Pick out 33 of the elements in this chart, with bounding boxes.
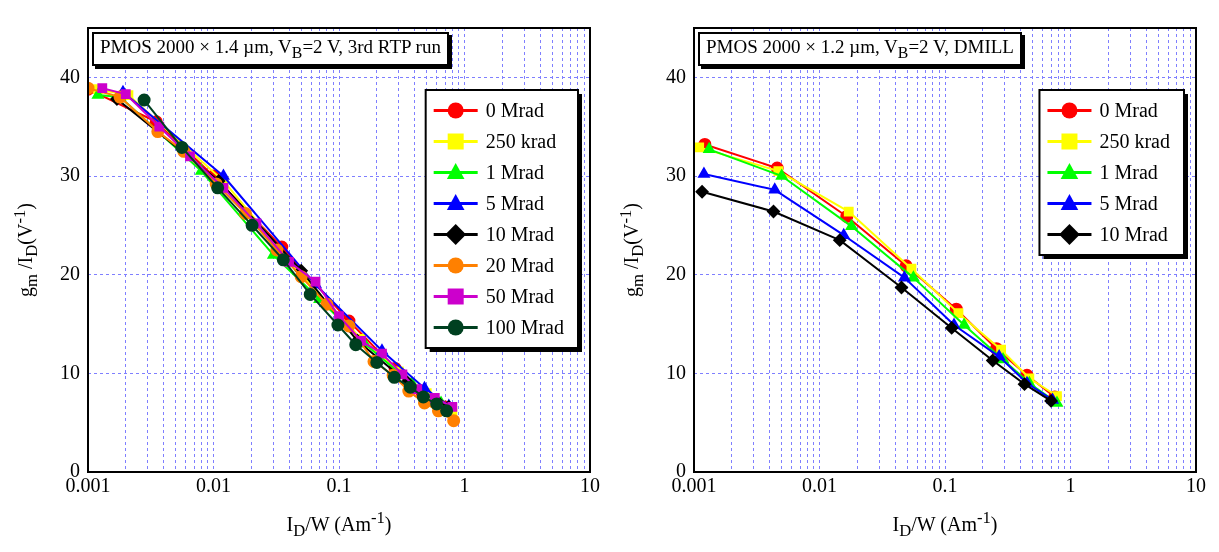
legend-label: 1 Mrad [485,160,545,183]
x-tick-label: 0.01 [196,474,231,497]
text: PMOS 2000 × 1.4 µm, V$_{B}$=2 V, 3rd RTP run [92,32,449,66]
x-tick-label: 0.1 [326,474,352,497]
legend-label: 0 Mrad [485,98,545,121]
legend-label: 20 Mrad [485,253,555,276]
x-tick-label: 0.1 [932,474,958,497]
x-axis-title: I$_{D}$/W (Am$^{-1}$) [285,508,393,541]
y-tick-label: 40 [666,64,686,87]
y-tick-label: 20 [666,261,686,284]
x-tick-label: 1 [1065,474,1076,497]
legend-label: 0 Mrad [1099,98,1158,121]
legend-label: 100 Mrad [485,315,565,338]
legend-label: 10 Mrad [485,222,555,245]
x-tick-label: 0.01 [802,474,837,497]
x-axis-title: I$_{D}$/W (Am$^{-1}$) [891,508,999,541]
legend-label: 50 Mrad [485,284,555,307]
x-tick-label: 10 [580,474,600,497]
y-tick-label: 10 [666,360,686,383]
y-tick-label: 20 [60,261,80,284]
legend-label: 5 Mrad [1099,191,1158,214]
legend-label: 250 krad [1099,129,1171,152]
legend-label: 5 Mrad [485,191,545,214]
y-tick-label: 40 [60,64,80,87]
legend-label: 10 Mrad [1099,222,1168,245]
x-tick-label: 1 [459,474,470,497]
y-tick-label: 10 [60,360,80,383]
x-tick-label: 10 [1186,474,1206,497]
y-tick-label: 30 [666,163,686,186]
legend-label: 250 krad [485,129,557,152]
y-tick-label: 30 [60,163,80,186]
text: PMOS 2000 × 1.2 µm, V$_{B}$=2 V, DMILL [698,32,1022,66]
legend-label: 1 Mrad [1099,160,1158,183]
